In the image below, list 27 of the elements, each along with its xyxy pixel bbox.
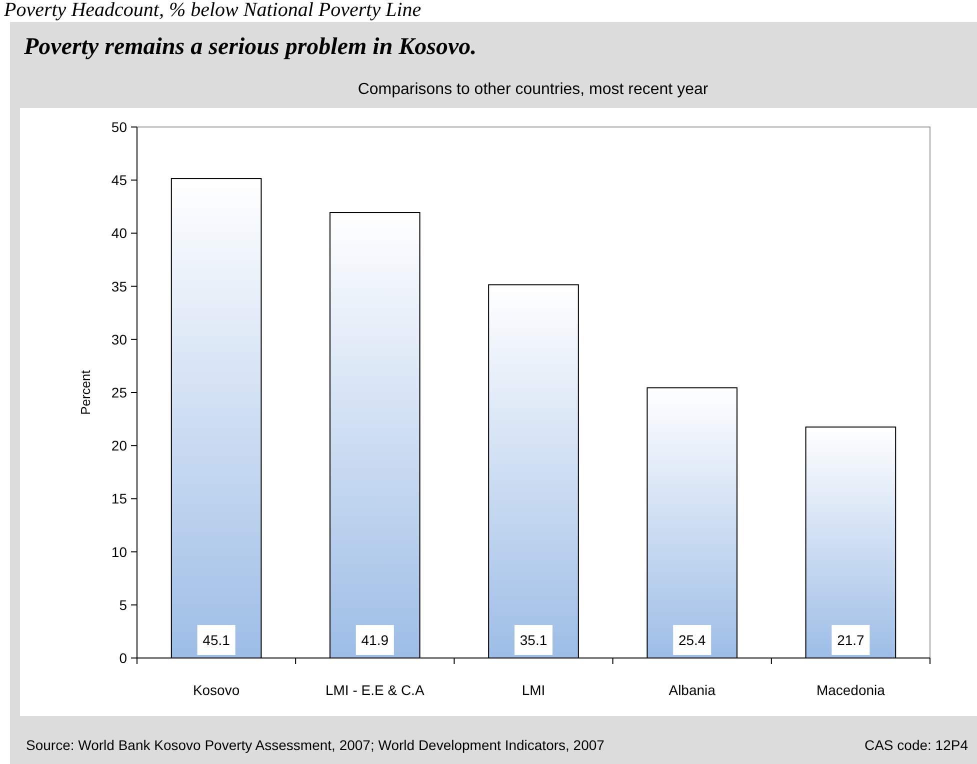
y-tick-label: 20 [111, 438, 128, 454]
y-tick-label: 35 [111, 278, 128, 294]
data-label: 35.1 [520, 632, 548, 648]
data-label: 41.9 [361, 632, 389, 648]
x-tick-label: LMI [522, 682, 546, 698]
chart-subtitle: Comparisons to other countries, most recent year [358, 81, 709, 98]
data-label: 45.1 [202, 632, 230, 648]
chart-title: Poverty remains a serious problem in Kosovo. [23, 34, 477, 60]
data-label: 25.4 [678, 632, 706, 648]
y-tick-label: 45 [111, 172, 128, 188]
y-tick-label: 25 [111, 384, 128, 400]
x-tick-label: Macedonia [816, 682, 886, 698]
y-tick-label: 50 [111, 119, 128, 135]
y-tick-label: 30 [111, 331, 128, 348]
y-tick-label: 0 [119, 650, 128, 666]
x-tick-label: Kosovo [192, 682, 240, 698]
text: Poverty Headcount, % below National Poverty Line [3, 0, 422, 21]
x-tick-label: Albania [668, 682, 716, 698]
y-tick-label: 15 [111, 490, 128, 507]
x-tick-label: LMI - E.E & C.A [325, 682, 425, 698]
y-axis-title: Percent [78, 370, 93, 415]
text: CAS code: 12P4 [864, 737, 968, 753]
y-tick-label: 10 [111, 544, 128, 560]
y-tick-label: 40 [111, 225, 128, 242]
y-tick-label: 5 [119, 596, 128, 613]
data-label: 21.7 [837, 632, 865, 648]
source-note: Source: World Bank Kosovo Poverty Assessment, 2007; World Development Indicators, 2007 [26, 737, 605, 753]
